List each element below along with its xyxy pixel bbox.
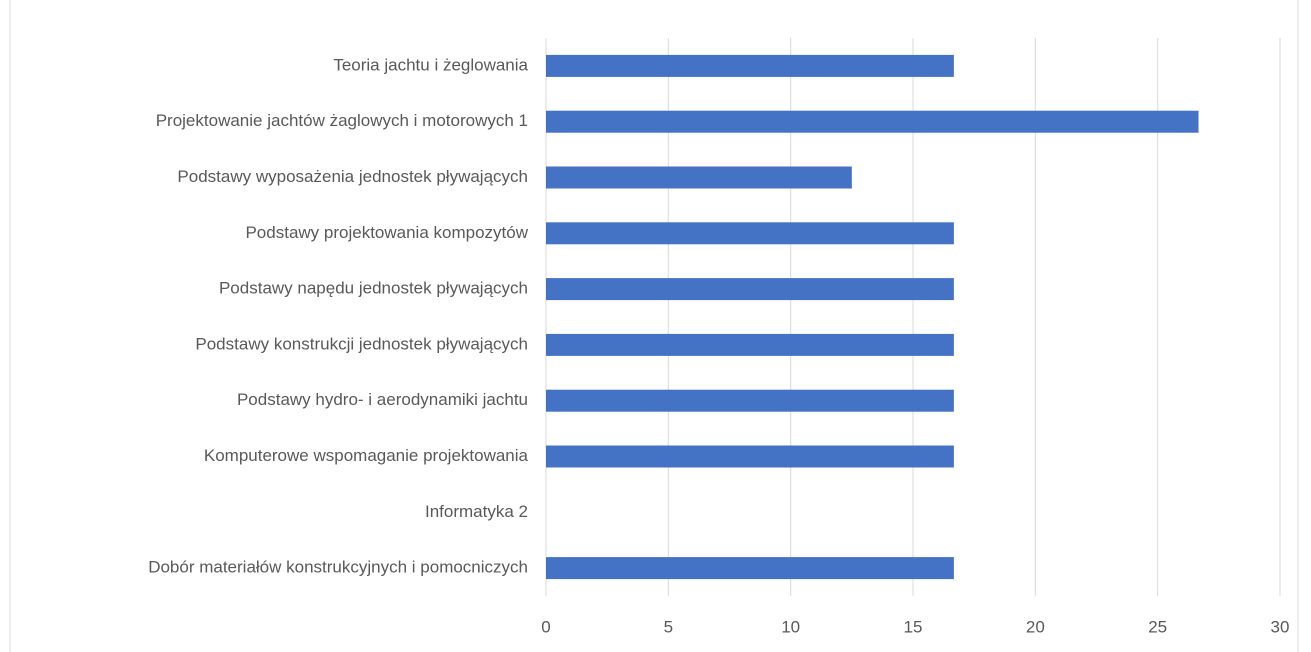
bar xyxy=(546,557,954,580)
bar xyxy=(546,110,1199,133)
bar xyxy=(546,166,852,189)
bar xyxy=(546,54,954,77)
x-tick-label: 20 xyxy=(1026,617,1045,636)
y-tick-label: Dobór materiałów konstrukcyjnych i pomoc… xyxy=(148,558,528,577)
y-tick-label: Podstawy napędu jednostek pływających xyxy=(219,279,528,298)
x-tick-label: 15 xyxy=(904,617,923,636)
bar xyxy=(546,389,954,412)
y-tick-label: Podstawy konstrukcji jednostek pływający… xyxy=(195,334,528,353)
x-tick-label: 30 xyxy=(1271,617,1290,636)
y-tick-label: Informatyka 2 xyxy=(425,502,528,521)
bar xyxy=(546,278,954,301)
y-tick-label: Teoria jachtu i żeglowania xyxy=(333,55,528,74)
bar xyxy=(546,222,954,245)
x-tick-label: 0 xyxy=(541,617,550,636)
y-tick-label: Podstawy projektowania kompozytów xyxy=(245,223,528,242)
y-tick-label: Podstawy wyposażenia jednostek pływający… xyxy=(177,167,528,186)
y-tick-label: Projektowanie jachtów żaglowych i motoro… xyxy=(156,111,528,130)
x-tick-label: 5 xyxy=(664,617,673,636)
x-tick-label: 25 xyxy=(1148,617,1167,636)
bar xyxy=(546,445,954,468)
x-tick-label: 10 xyxy=(781,617,800,636)
y-tick-label: Komputerowe wspomaganie projektowania xyxy=(204,446,529,465)
chart-frame xyxy=(9,0,1299,652)
y-tick-label: Podstawy hydro- i aerodynamiki jachtu xyxy=(237,390,528,409)
bar xyxy=(546,333,954,356)
